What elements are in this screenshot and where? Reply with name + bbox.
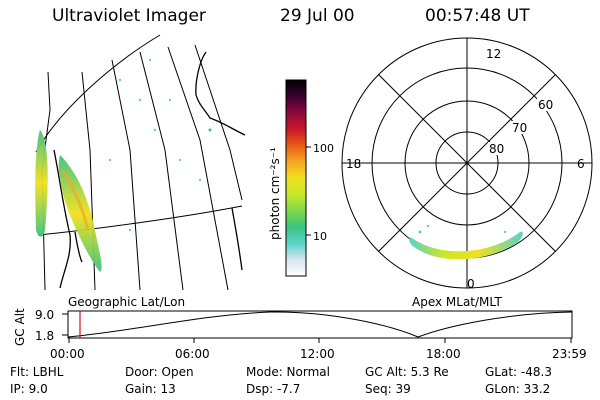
altitude-plot: GC Alt 9.0 1.8 00:00 06:00 12:00 18:00 2… <box>13 308 587 361</box>
auroral-oval <box>409 224 523 260</box>
map-longitude-line <box>139 51 184 291</box>
info-glat: GLat: -48.3 <box>485 365 552 379</box>
info-door: Door: Open <box>125 365 194 379</box>
lat-label-70: 70 <box>512 121 527 135</box>
lat-label-60: 60 <box>538 98 553 112</box>
map-latitude-line <box>37 205 243 236</box>
altitude-xtick-1200: 12:00 <box>300 347 335 361</box>
time-label: 00:57:48 UT <box>425 6 530 26</box>
mlt-label-12: 12 <box>486 47 501 61</box>
map-longitude-line <box>194 44 243 201</box>
info-gain: Gain: 13 <box>125 382 176 396</box>
mlt-label-18: 18 <box>346 157 361 171</box>
instrument-title: Ultraviolet Imager <box>52 6 206 26</box>
altitude-xtick-1800: 18:00 <box>426 347 461 361</box>
colorbar-scale <box>285 79 307 277</box>
polar-diagonal <box>378 74 556 252</box>
colorbar-tick-label-10: 10 <box>313 230 327 243</box>
altitude-ylabel: GC Alt <box>13 308 27 346</box>
altitude-xtick-0600: 06:00 <box>175 347 210 361</box>
coastline <box>74 231 83 263</box>
colorbar: 100 10 photon cm⁻²s⁻¹ <box>268 79 334 277</box>
info-dsp: Dsp: -7.7 <box>246 382 301 396</box>
coastline <box>53 149 71 289</box>
colorbar-tick-label-100: 100 <box>313 142 334 155</box>
altitude-ytick-1-8: 1.8 <box>35 329 54 343</box>
mlt-label-0: 0 <box>467 277 475 291</box>
altitude-curve <box>67 311 573 338</box>
coastline <box>195 51 246 136</box>
info-flt: Flt: LBHL <box>10 365 64 379</box>
polar-plot <box>341 37 593 289</box>
altitude-plot-frame <box>67 310 573 339</box>
info-mode: Mode: Normal <box>246 365 330 379</box>
lat-label-80: 80 <box>489 142 504 156</box>
info-seq: Seq: 39 <box>365 382 411 396</box>
altitude-ytick-9: 9.0 <box>35 308 54 322</box>
polar-projection-label: Apex MLat/MLT <box>412 295 502 309</box>
geographic-map <box>35 34 246 291</box>
altitude-xtick-0000: 00:00 <box>50 347 85 361</box>
aurora-emission-map <box>35 58 212 272</box>
polar-labels: 12 18 6 0 60 70 80 <box>346 47 585 291</box>
map-longitude-line <box>167 46 229 291</box>
map-longitude-line <box>111 59 141 291</box>
info-ip: IP: 9.0 <box>10 382 48 396</box>
info-glon: GLon: 33.2 <box>485 382 551 396</box>
info-gc-alt: GC Alt: 5.3 Re <box>365 365 449 379</box>
map-latitude-line <box>35 34 161 153</box>
map-projection-label: Geographic Lat/Lon <box>68 295 186 309</box>
coastline <box>231 207 243 271</box>
altitude-xtick-2359: 23:59 <box>552 347 587 361</box>
colorbar-unit-label: photon cm⁻²s⁻¹ <box>268 147 282 240</box>
date-label: 29 Jul 00 <box>280 6 355 26</box>
mlt-label-6: 6 <box>577 157 585 171</box>
